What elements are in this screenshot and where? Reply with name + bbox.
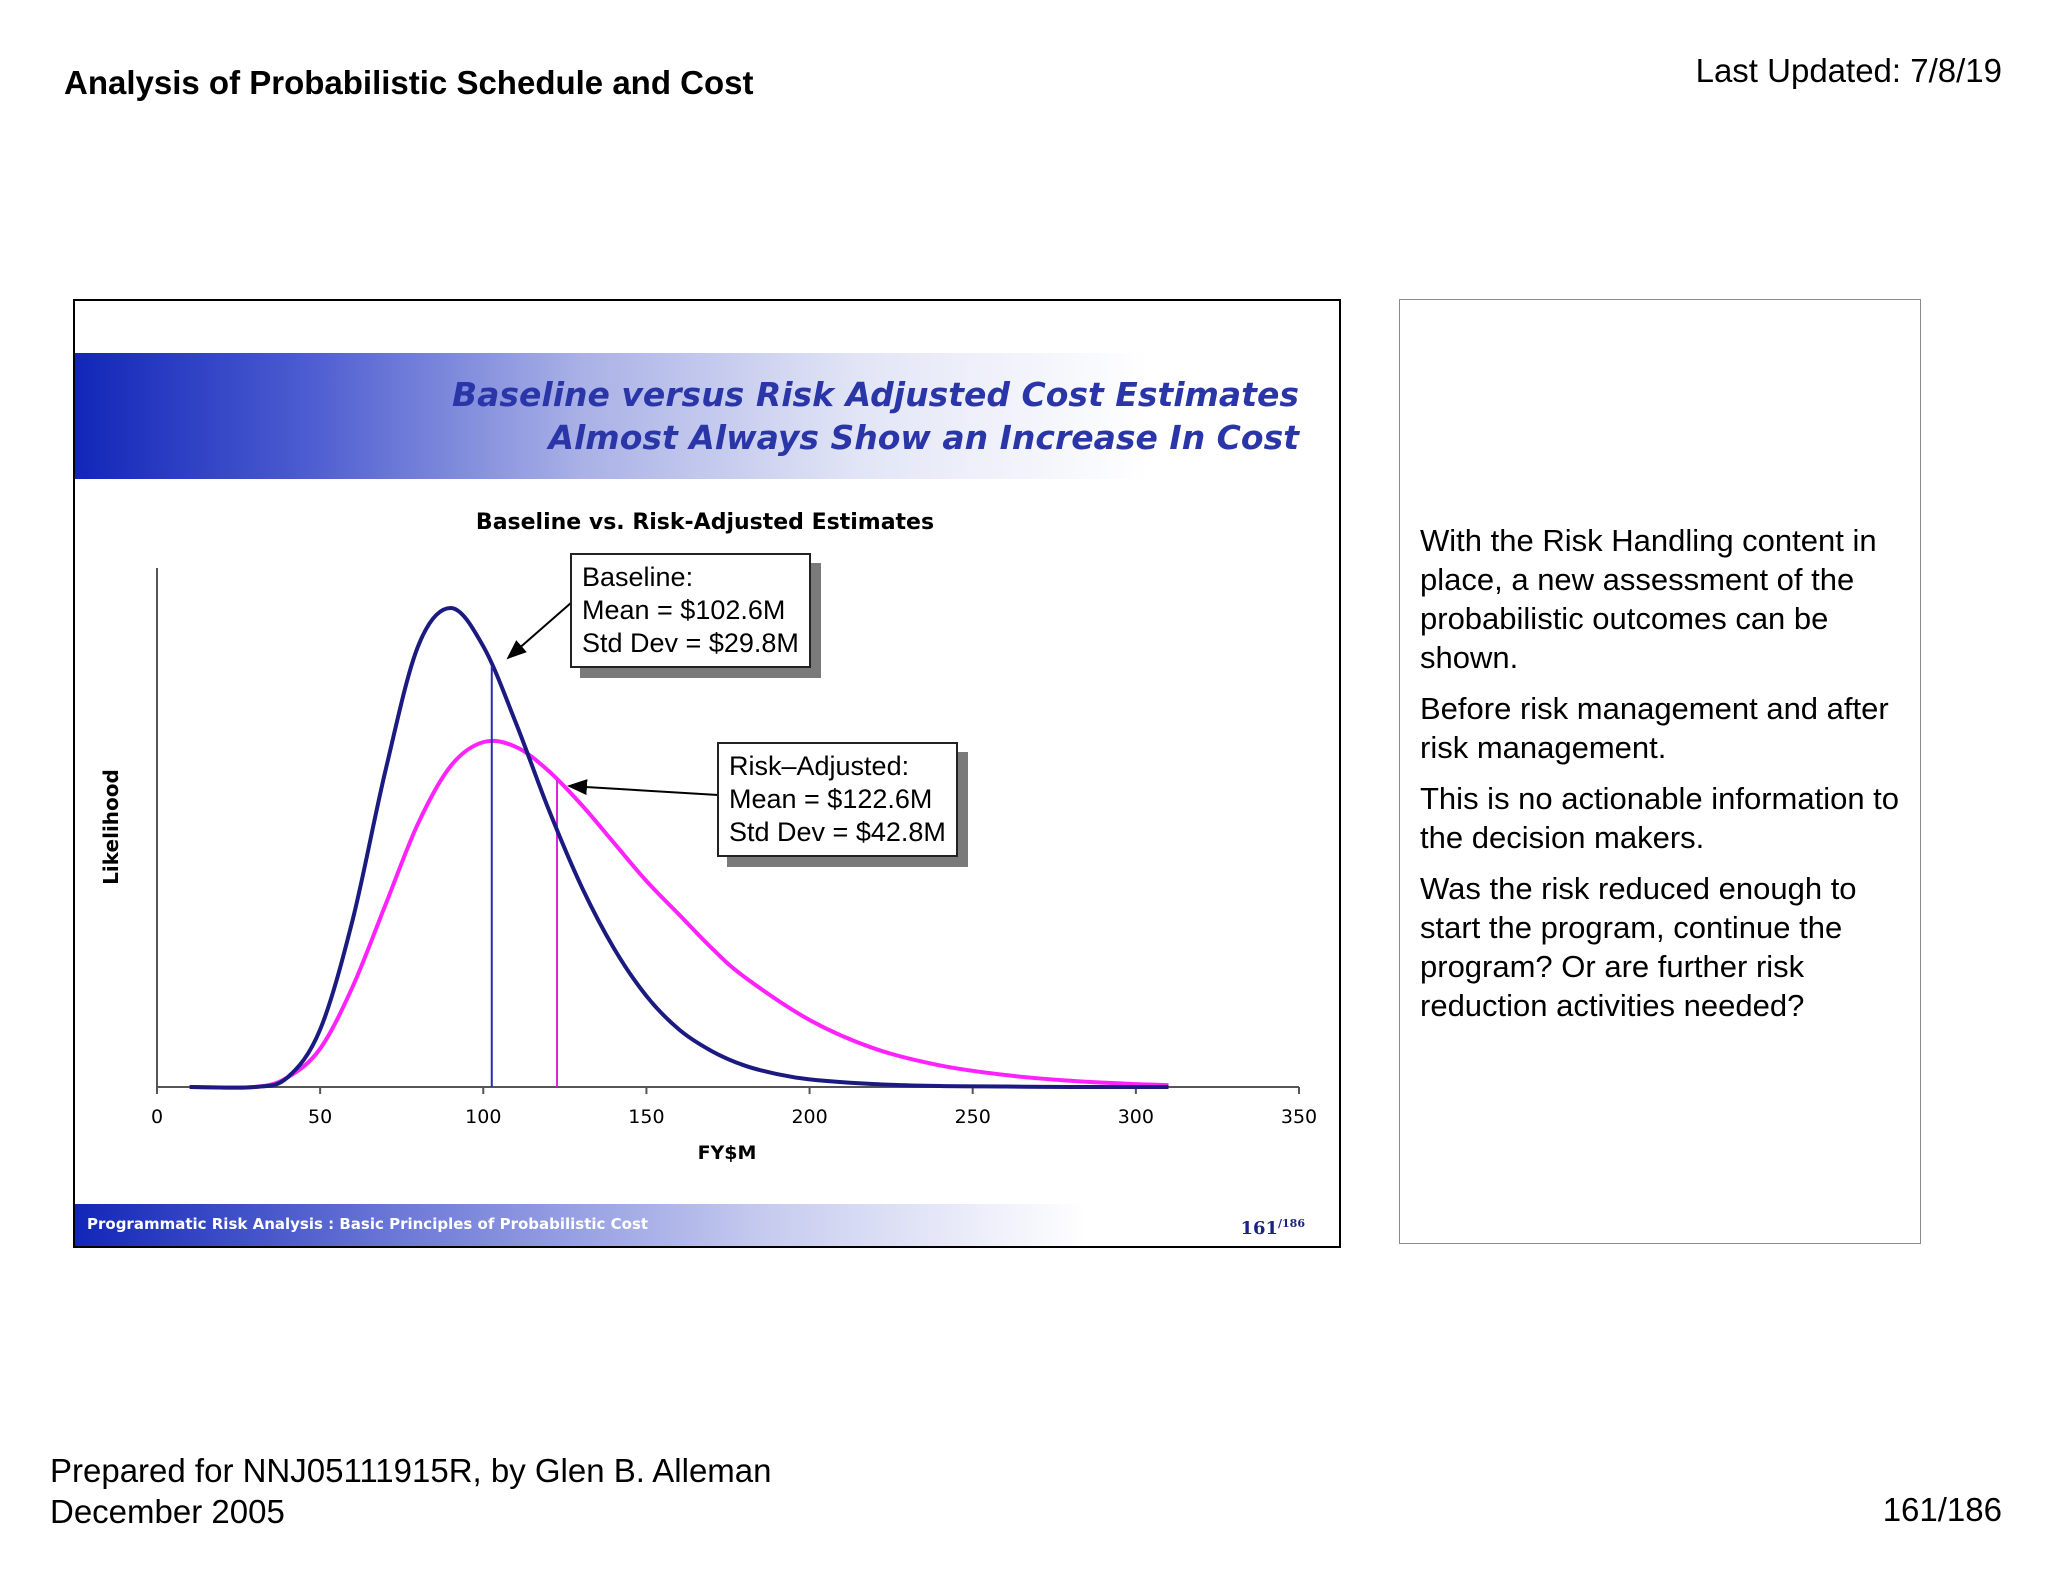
x-tick-label: 150 (628, 1106, 664, 1128)
prepared-line-2: December 2005 (50, 1493, 285, 1530)
notes-paragraph-2: Before risk management and after risk ma… (1420, 691, 1889, 765)
x-tick-label: 50 (308, 1106, 332, 1128)
x-tick-label: 250 (955, 1106, 991, 1128)
x-axis-label: FY$M (698, 1142, 757, 1164)
risk-adjusted-callout-title: Risk–Adjusted: (729, 751, 910, 781)
x-tick-label: 200 (791, 1106, 827, 1128)
slide-banner (75, 353, 1339, 479)
slide-footer: Programmatic Risk Analysis : Basic Princ… (75, 1204, 1339, 1246)
slide-footer-text: Programmatic Risk Analysis : Basic Princ… (87, 1215, 649, 1233)
baseline-callout: Baseline: Mean = $102.6M Std Dev = $29.8… (570, 553, 811, 668)
notes-paragraph-4: Was the risk reduced enough to start the… (1420, 871, 1857, 1023)
baseline-callout-title: Baseline: (582, 562, 694, 592)
y-axis-label: Likelihood (99, 769, 123, 885)
notes-paragraph-1: With the Risk Handling content in place,… (1420, 523, 1877, 675)
risk-adjusted-curve (189, 738, 1169, 1090)
x-tick-label: 100 (465, 1106, 501, 1128)
distribution-chart: Baseline vs. Risk-Adjusted Estimates Lik… (99, 510, 1317, 1164)
x-tick-label: 300 (1118, 1106, 1154, 1128)
baseline-callout-std: Std Dev = $29.8M (582, 628, 799, 658)
slide-page-current: 161 (1240, 1218, 1279, 1239)
slide-page-number: 161/186 (1240, 1217, 1305, 1239)
risk-adjusted-callout-arrow (567, 779, 719, 796)
chart-title: Baseline vs. Risk-Adjusted Estimates (476, 510, 934, 535)
slide-heading-line1: Baseline versus Risk Adjusted Cost Estim… (451, 375, 1299, 414)
slide-heading: Baseline versus Risk Adjusted Cost Estim… (452, 373, 1299, 459)
prepared-line-1: Prepared for NNJ05111915R, by Glen B. Al… (50, 1452, 772, 1489)
page-number: 161/186 (1882, 1491, 2002, 1528)
baseline-callout-mean: Mean = $102.6M (582, 595, 786, 625)
risk-adjusted-callout-mean: Mean = $122.6M (729, 784, 933, 814)
slide-page-total: /186 (1278, 1217, 1305, 1230)
notes-panel: With the Risk Handling content in place,… (1399, 299, 1921, 1244)
x-tick-label: 0 (151, 1106, 163, 1128)
notes-paragraph-3: This is no actionable information to the… (1420, 781, 1900, 855)
page-title: Analysis of Probabilistic Schedule and C… (64, 64, 754, 101)
x-tick-label: 350 (1281, 1106, 1317, 1128)
last-updated: Last Updated: 7/8/19 (1695, 52, 2002, 89)
risk-adjusted-callout: Risk–Adjusted: Mean = $122.6M Std Dev = … (717, 742, 958, 857)
risk-adjusted-callout-std: Std Dev = $42.8M (729, 817, 946, 847)
baseline-callout-arrow (506, 601, 573, 660)
baseline-curve (189, 605, 1169, 1090)
prepared-by: Prepared for NNJ05111915R, by Glen B. Al… (50, 1450, 772, 1532)
slide-image: Baseline versus Risk Adjusted Cost Estim… (73, 299, 1341, 1248)
slide-heading-line2: Almost Always Show an Increase In Cost (548, 418, 1299, 457)
notes-text: With the Risk Handling content in place,… (1420, 521, 1910, 1037)
